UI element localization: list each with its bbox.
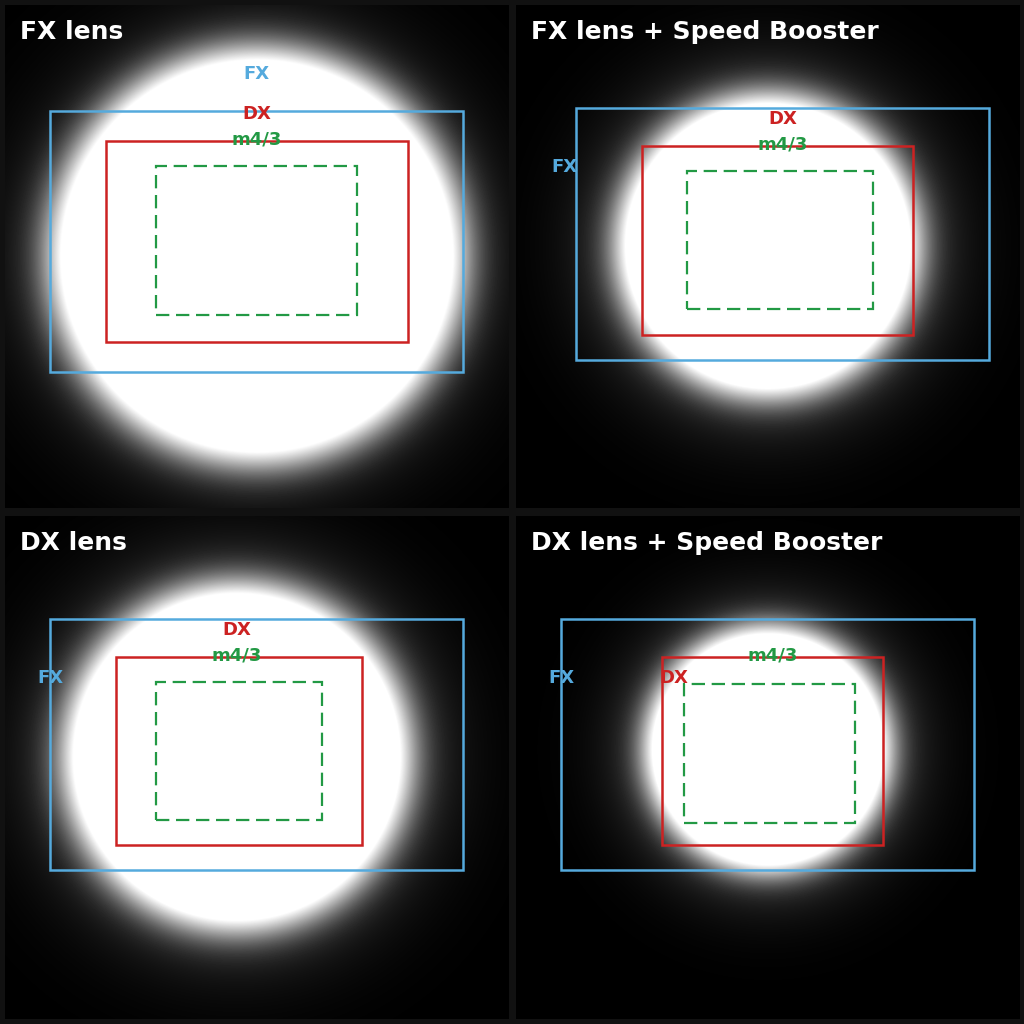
Bar bbox=[156, 682, 323, 820]
Bar bbox=[561, 618, 974, 870]
Text: FX: FX bbox=[549, 669, 574, 687]
Text: m4/3: m4/3 bbox=[757, 135, 808, 154]
Text: FX lens: FX lens bbox=[20, 20, 124, 44]
Text: m4/3: m4/3 bbox=[748, 646, 798, 665]
Text: m4/3: m4/3 bbox=[231, 130, 282, 148]
Text: DX lens: DX lens bbox=[20, 530, 127, 555]
Bar bbox=[105, 141, 408, 342]
Bar bbox=[687, 171, 873, 309]
Bar bbox=[50, 111, 463, 373]
Text: m4/3: m4/3 bbox=[211, 646, 262, 665]
Text: FX: FX bbox=[551, 158, 578, 176]
Text: FX: FX bbox=[244, 66, 269, 83]
Bar bbox=[684, 684, 855, 822]
Bar bbox=[50, 618, 463, 870]
Text: DX: DX bbox=[768, 111, 797, 128]
Bar bbox=[116, 656, 362, 845]
Text: DX: DX bbox=[659, 669, 688, 687]
Text: DX lens + Speed Booster: DX lens + Speed Booster bbox=[530, 530, 883, 555]
Text: FX: FX bbox=[38, 669, 63, 687]
Bar bbox=[577, 109, 989, 359]
Text: DX: DX bbox=[243, 105, 271, 123]
Bar bbox=[662, 656, 883, 845]
Bar bbox=[156, 166, 357, 314]
Text: FX lens + Speed Booster: FX lens + Speed Booster bbox=[530, 20, 879, 44]
Bar bbox=[642, 146, 913, 335]
Text: DX: DX bbox=[222, 621, 251, 639]
